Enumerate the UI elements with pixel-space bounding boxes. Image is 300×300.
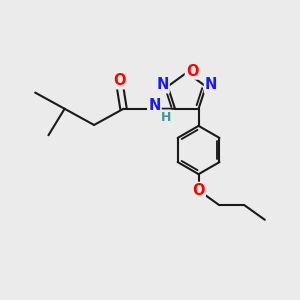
Text: O: O	[186, 64, 198, 79]
Text: N: N	[205, 77, 217, 92]
Text: H: H	[160, 110, 171, 124]
Text: O: O	[192, 183, 205, 198]
Text: N: N	[148, 98, 160, 113]
Text: N: N	[156, 77, 169, 92]
Text: O: O	[113, 73, 125, 88]
